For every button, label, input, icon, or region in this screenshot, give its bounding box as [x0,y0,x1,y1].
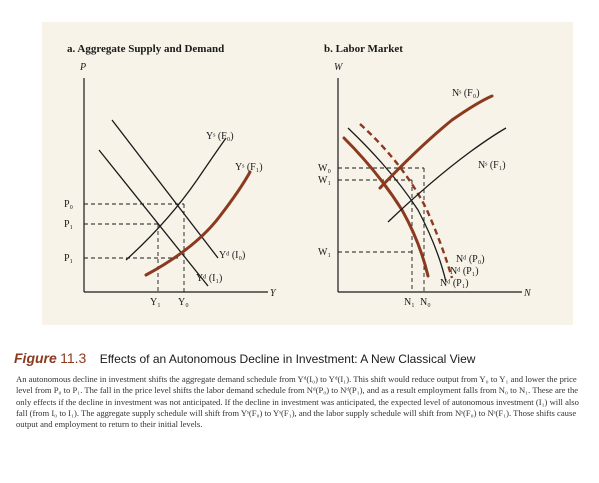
figure-caption-heading: Figure 11.3 Effects of an Autonomous Dec… [14,350,589,366]
label-w0: W₀ [318,163,331,174]
panel-a-title: a. Aggregate Supply and Demand [67,43,224,55]
label-ns1: Nˢ (F₁) [478,160,506,171]
label-nd1-a: Nᵈ (P₁) [450,266,479,277]
curve-ys0 [125,137,227,261]
figure-number: 11.3 [60,350,87,366]
panel-a-x-axis-label: Y [270,288,277,299]
label-nd1-b: Nᵈ (P₁) [440,278,469,289]
label-w1-upper: W₁ [318,175,331,186]
label-y1: Y₁ [150,297,161,308]
curve-ys1 [144,170,252,277]
curve-yd0 [111,119,219,259]
label-ns0: Nˢ (F₀) [452,88,480,99]
figure-caption-body: An autonomous decline in investment shif… [16,374,579,430]
figure-word: Figure [14,350,57,366]
panel-a-y-axis-label: P [79,62,86,73]
panel-b-y-axis-label: W [334,62,344,73]
figure-diagram: a. Aggregate Supply and Demand P Y Yˢ (F… [64,43,532,308]
panel-b-x-axis-label: N [523,288,532,299]
label-ys0: Yˢ (F₀) [206,131,234,142]
figure-panel [42,22,573,325]
label-n0: N₀ [420,297,431,308]
label-nd0: Nᵈ (P₀) [456,254,485,265]
curve-nd1-dashed [359,123,454,279]
label-yd0: Yᵈ (I₀) [219,250,245,261]
panel-b-title: b. Labor Market [324,43,403,55]
label-p1-lower: P₁ [64,253,73,264]
label-yd1: Yᵈ (I₁) [196,273,222,284]
curve-nd0 [347,127,447,283]
label-ys1: Yˢ (F₁) [235,162,263,173]
label-n1: N₁ [404,297,415,308]
curve-yd1 [98,149,209,287]
label-p1-upper: P₁ [64,219,73,230]
curve-ns1 [378,94,494,190]
label-y0: Y₀ [178,297,189,308]
curve-ns0 [387,127,507,223]
label-p0: P₀ [64,199,74,210]
curve-nd1 [342,136,430,278]
figure-title: Effects of an Autonomous Decline in Inve… [99,352,476,366]
label-w1-lower: W₁ [318,247,331,258]
